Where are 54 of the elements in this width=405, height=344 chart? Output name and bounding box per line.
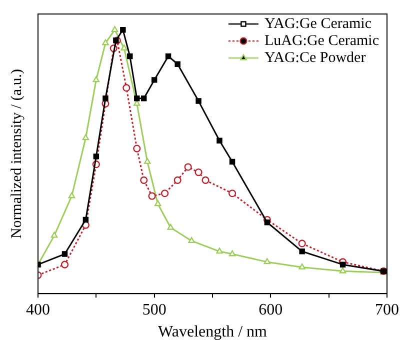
point [120,26,126,33]
point [339,267,346,274]
point [216,138,222,144]
point [299,248,305,254]
point [144,158,151,164]
point [50,232,58,238]
point [228,250,236,256]
point [228,190,236,198]
point [68,192,76,198]
point [60,260,69,268]
point [151,77,158,83]
point [196,98,202,104]
point [120,44,128,50]
y-axis-title: Normalized intensity / (a.u.) [8,69,25,239]
point [298,263,306,270]
point [92,76,100,82]
legend-label: YAG:Ce Powder [264,50,366,66]
point [154,200,162,206]
point [82,216,89,223]
point [264,258,271,264]
legend-label: YAG:Ge Ceramic [264,16,372,32]
point [340,262,346,268]
legend-label: LuAG:Ge Ceramic [264,32,380,49]
point [140,176,148,184]
point [194,168,202,176]
point [102,96,108,102]
point [174,176,182,184]
point [165,53,172,60]
point [174,61,180,67]
point [93,154,100,160]
point [141,96,147,102]
x-tick-label: 700 [375,301,399,318]
point [298,240,306,248]
point [216,248,223,254]
x-tick-label: 500 [142,301,166,318]
point [111,26,118,32]
point [264,220,270,226]
point [188,237,195,244]
x-tick-label: 600 [258,301,283,318]
x-tick-label: 400 [26,301,50,318]
point [161,190,169,198]
point [167,224,174,230]
point [127,53,133,60]
x-axis-title: Wavelength / nm [158,324,268,341]
point [133,144,141,152]
point [82,134,90,140]
point [134,96,140,102]
point [202,176,210,184]
point [62,251,68,257]
point [122,84,130,92]
point [102,39,109,46]
point [148,192,156,200]
point [184,163,192,171]
point [229,158,236,165]
